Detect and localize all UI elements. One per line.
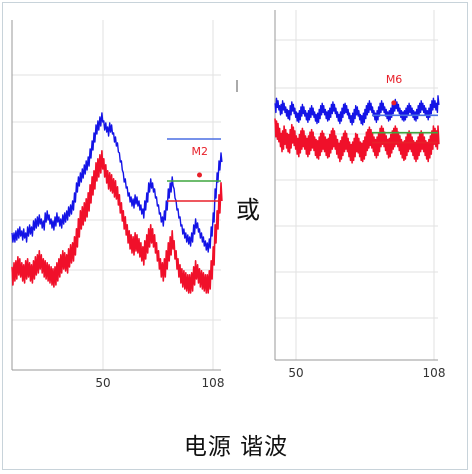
x-tick-label: 108: [423, 366, 446, 380]
x-tick-label: 50: [288, 366, 303, 380]
x-tick-label: 108: [202, 376, 225, 390]
x-tick-label: 50: [95, 376, 110, 390]
or-connector-text: 或: [236, 196, 260, 224]
marker-label: M2: [192, 145, 209, 158]
series-line-1: [274, 95, 440, 126]
figure-frame: [2, 2, 468, 470]
marker-point: [197, 172, 203, 178]
marker-label: M6: [386, 73, 403, 86]
marker-point: [391, 100, 397, 106]
series-line-2: [11, 150, 223, 294]
series-line-1: [11, 112, 223, 253]
series-line-2: [274, 118, 440, 164]
figure-caption: 电源 谐波: [183, 434, 289, 460]
